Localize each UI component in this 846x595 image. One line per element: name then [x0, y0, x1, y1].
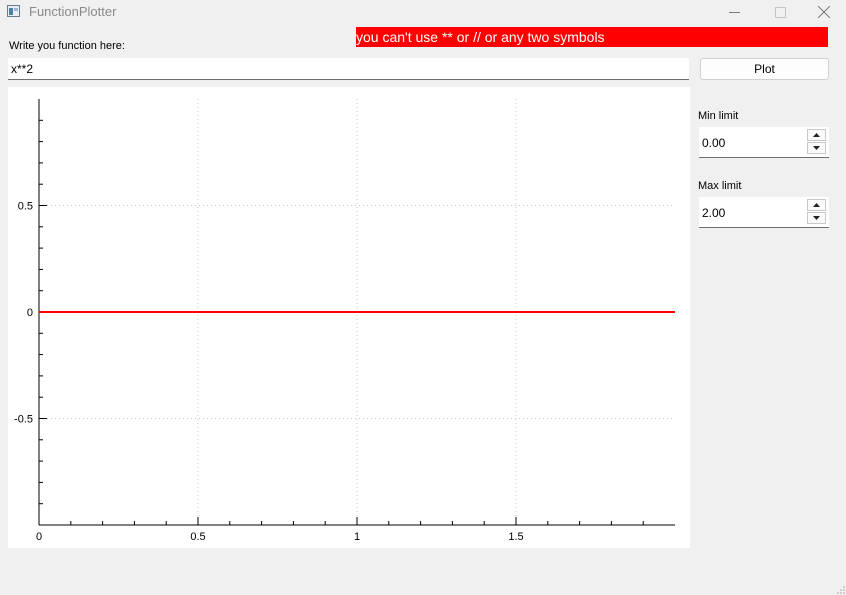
y-tick-label: 0.5: [18, 201, 33, 213]
x-tick-label: 0.5: [190, 531, 205, 543]
arrow-down-icon: [813, 216, 820, 220]
max-limit-spinbox[interactable]: 2.00: [699, 197, 829, 228]
max-limit-label: Max limit: [698, 180, 742, 192]
y-tick-label: 0: [27, 307, 33, 319]
max-limit-value: 2.00: [702, 206, 726, 220]
function-input[interactable]: [8, 58, 689, 80]
min-limit-label: Min limit: [698, 110, 739, 122]
arrow-down-icon: [813, 146, 820, 150]
error-banner: you can't use ** or // or any two symbol…: [356, 27, 828, 47]
app-window-icon: [7, 5, 20, 17]
x-tick-label: 0: [36, 531, 42, 543]
close-icon: [818, 6, 830, 18]
plot-button[interactable]: Plot: [700, 58, 829, 80]
title-bar: FunctionPlotter: [0, 0, 846, 24]
plot-area: 0 0.5 1 1.5 0.5 0 -0.5: [8, 87, 690, 548]
x-tick-label: 1: [354, 531, 360, 543]
close-button[interactable]: [801, 0, 846, 24]
max-limit-decrement-button[interactable]: [807, 212, 826, 224]
maximize-icon: [774, 6, 786, 18]
minimize-icon: [728, 11, 740, 13]
min-limit-spinbox[interactable]: 0.00: [699, 127, 829, 158]
function-chart: 0 0.5 1 1.5 0.5 0 -0.5: [14, 99, 675, 543]
y-tick-label: -0.5: [14, 414, 33, 426]
max-limit-increment-button[interactable]: [807, 199, 826, 211]
arrow-up-icon: [813, 203, 820, 207]
resize-grip-icon[interactable]: [837, 586, 845, 594]
min-limit-value: 0.00: [702, 136, 726, 150]
min-limit-decrement-button[interactable]: [807, 142, 826, 154]
arrow-up-icon: [813, 133, 820, 137]
window-title: FunctionPlotter: [29, 4, 117, 19]
maximize-button[interactable]: [757, 0, 803, 24]
minimize-button[interactable]: [711, 0, 757, 24]
x-tick-label: 1.5: [508, 531, 523, 543]
function-prompt-label: Write you function here:: [9, 40, 125, 52]
min-limit-increment-button[interactable]: [807, 129, 826, 141]
